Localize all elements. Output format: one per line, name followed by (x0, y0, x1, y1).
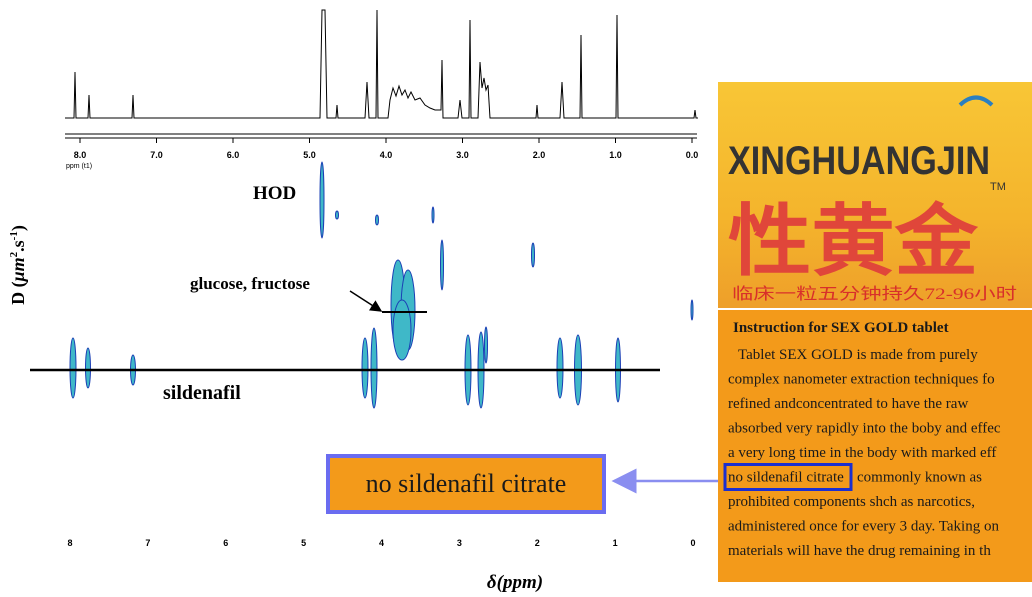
x-tick-label: 3 (457, 538, 462, 548)
x-tick-label: 8 (67, 538, 72, 548)
x-tick-label: 0 (690, 538, 695, 548)
instruction-line: prohibited components shch as narcotics, (728, 494, 975, 510)
y-label-part: μm (8, 257, 28, 282)
instruction-line: administered once for every 3 day. Takin… (728, 519, 999, 535)
brand: XINGHUANGJIN (728, 139, 990, 183)
instruction-line: absorbed very rapidly into the boby and … (728, 421, 1001, 437)
y-label-part: .s (8, 240, 28, 252)
axis-tick-label: 4.0 (380, 150, 393, 160)
x-tick-label: 2 (535, 538, 540, 548)
x-tick-label: 5 (301, 538, 306, 548)
y-label-part: -1 (8, 231, 20, 240)
axis-unit: ppm (t1) (66, 163, 92, 170)
highlight-box (723, 463, 853, 491)
logo (958, 95, 994, 107)
instruction-line: a very long time in the body with marked… (728, 445, 996, 461)
package-photo (718, 82, 1032, 308)
hod-label: HOD (253, 183, 296, 204)
tm: TM (990, 181, 1006, 193)
instruction-line: complex nanometer extraction techniques … (728, 372, 995, 388)
callout-text: no sildenafil citrate (366, 469, 567, 498)
spectrum-trace (65, 9, 698, 119)
axis-tick-label: 2.0 (533, 150, 546, 160)
contours (69, 161, 694, 409)
y-label-part: ) (8, 225, 29, 231)
sugar-arrow (349, 290, 383, 312)
x-tick-label: 7 (145, 538, 150, 548)
axis-tick-label: 8.0 (74, 150, 87, 160)
instruction-line: refined andconcentrated to have the raw (728, 396, 968, 412)
x-tick-label: 1 (613, 538, 618, 548)
y-label-part: 2 (8, 251, 20, 257)
axis-tick-label: 5.0 (303, 150, 316, 160)
y-label-part: D ( (8, 281, 29, 305)
axis-tick-label: 6.0 (227, 150, 240, 160)
instruction-line: commonly known as (857, 470, 982, 486)
instruction-line: no sildenafil citrate (728, 470, 844, 486)
chinese-name: 性黄金 (728, 197, 979, 285)
axis-tick-label: 0.0 (686, 150, 699, 160)
instruction-line: Tablet SEX GOLD is made from purely (738, 347, 978, 363)
x-axis-label: δ(ppm) (487, 572, 543, 593)
y-axis-label: D (μm2.s-1) (8, 225, 29, 305)
tagline: 临床一粒五分钟持久72-96小时 (732, 285, 1017, 303)
axis-tick-label: 7.0 (150, 150, 163, 160)
axis-tick-label: 3.0 (456, 150, 469, 160)
x-tick-label: 6 (223, 538, 228, 548)
instruction-photo (718, 310, 1032, 582)
axis-tick-label: 1.0 (609, 150, 622, 160)
x-tick-label: 4 (379, 538, 384, 548)
sildenafil-label: sildenafil (163, 382, 241, 404)
instruction-title: Instruction for SEX GOLD tablet (733, 320, 949, 336)
sugar-label: glucose, fructose (190, 274, 310, 293)
instruction-line: materials will have the drug remaining i… (728, 543, 991, 559)
callout-box (326, 454, 606, 514)
